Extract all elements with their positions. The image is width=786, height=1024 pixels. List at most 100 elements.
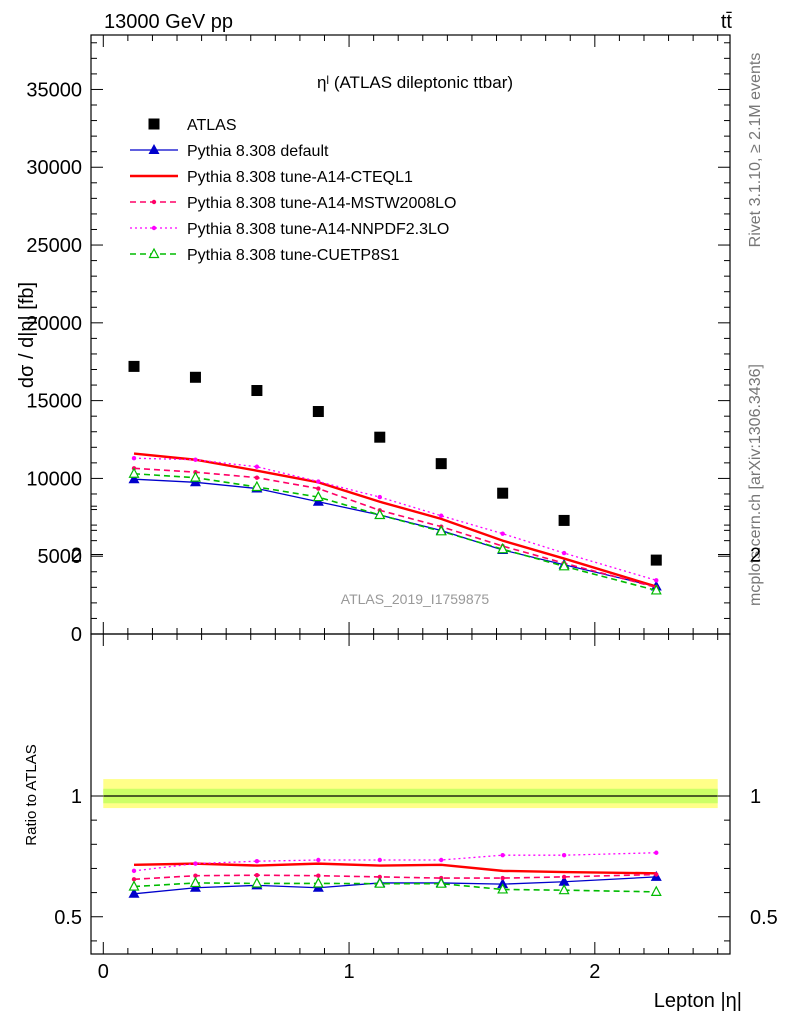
ratio-point — [316, 873, 321, 878]
data-point — [316, 486, 321, 491]
ratio-line — [133, 876, 657, 895]
data-point — [650, 584, 662, 595]
x-tick-label: 2 — [589, 961, 600, 983]
legend-entry: Pythia 8.308 tune-A14-CTEQL1 — [130, 169, 413, 186]
y-tick-label: 25000 — [26, 235, 82, 257]
header-energy-label: 13000 GeV pp — [104, 11, 233, 33]
ratio-series-pythia-8-308-tune-cuetp8s1 — [128, 876, 662, 896]
ratio-point — [312, 877, 324, 888]
series-pythia-8-308-tune-a14-nnpdf2-3lo — [131, 455, 659, 583]
ratio-series-pythia-8-308-tune-a14-nnpdf2-3lo — [131, 850, 659, 874]
ratio-point — [374, 877, 386, 888]
legend-marker — [151, 199, 157, 205]
ratio-point — [435, 877, 447, 888]
y-tick-label: 35000 — [26, 79, 82, 101]
legend-label: Pythia 8.308 tune-A14-MSTW2008LO — [187, 195, 456, 212]
y-tick-label: 30000 — [26, 157, 82, 179]
ratio-panel: 0.5 0.5 1 1 2 2 0 1 2 Ratio to ATLAS Lepton |η| — [23, 505, 778, 1012]
ratio-point — [654, 850, 659, 855]
x-tick-label: 0 — [98, 961, 109, 983]
plot-title: ηˡ (ATLAS dileptonic ttbar) — [317, 73, 513, 92]
ratio-line — [133, 862, 657, 875]
legend-entry: Pythia 8.308 tune-CUETP8S1 — [130, 247, 400, 264]
data-point — [128, 467, 140, 478]
ratio-plot-frame — [90, 633, 731, 955]
y-tick-label: 5000 — [38, 546, 83, 568]
ratio-point — [561, 874, 567, 880]
legend-label: Pythia 8.308 tune-CUETP8S1 — [187, 247, 400, 264]
y-tick-label: 0 — [71, 624, 82, 646]
data-point — [128, 473, 140, 484]
data-point — [435, 458, 447, 470]
series-line — [133, 457, 657, 581]
header-process-label: tt̄ — [721, 11, 733, 33]
data-point — [650, 554, 662, 566]
data-point — [131, 455, 137, 461]
ratio-y-tick-label-right: 0.5 — [750, 907, 778, 929]
ratio-y-tick-label: 2 — [71, 545, 82, 567]
ratio-line — [133, 873, 657, 881]
x-axis-label: Lepton |η| — [654, 990, 742, 1012]
series-atlas — [128, 360, 662, 566]
ratio-point — [193, 861, 198, 866]
legend-label: Pythia 8.308 tune-A14-NNPDF2.3LO — [187, 221, 449, 238]
ratio-point — [131, 868, 137, 874]
ratio-point — [561, 852, 567, 858]
series-pythia-8-308-default — [128, 473, 662, 591]
x-tick-label: 1 — [343, 961, 354, 983]
data-point — [312, 490, 324, 502]
rivet-version-label: Rivet 3.1.10, ≥ 2.1M events — [747, 53, 764, 248]
ratio-point — [131, 877, 137, 882]
series-pythia-8-308-tune-a14-cteql1 — [133, 452, 657, 588]
ratio-point — [497, 878, 509, 889]
data-point — [316, 479, 321, 484]
data-point — [439, 513, 444, 518]
legend-entry: ATLAS — [148, 117, 237, 134]
series-line — [133, 472, 657, 592]
legend-entry: Pythia 8.308 default — [130, 143, 329, 160]
legend-marker — [148, 118, 160, 130]
data-point — [435, 525, 447, 536]
ratio-point — [497, 883, 509, 894]
data-point — [251, 385, 263, 397]
ratio-series-pythia-8-308-tune-a14-mstw2008lo — [131, 872, 659, 882]
ratio-point — [558, 875, 570, 886]
ratio-point — [500, 852, 505, 858]
series-pythia-8-308-tune-cuetp8s1 — [128, 467, 662, 595]
data-point — [254, 464, 260, 469]
data-point — [497, 487, 509, 499]
ratio-y-axis-label: Ratio to ATLAS — [23, 744, 40, 845]
data-point — [189, 471, 201, 482]
y-tick-label: 10000 — [26, 468, 82, 490]
main-axis-ticks: 0 5000 10000 15000 20000 25000 30000 35000 — [26, 35, 730, 646]
ratio-series-pythia-8-308-tune-a14-cteql1 — [133, 862, 657, 875]
ratio-point — [654, 872, 659, 877]
data-point — [312, 406, 324, 418]
data-point — [128, 360, 140, 372]
y-tick-label: 20000 — [26, 313, 82, 335]
mcplots-label: mcplots.cern.ch [arXiv:1306.3436] — [747, 364, 764, 606]
ratio-point — [128, 880, 140, 891]
main-series-layer — [128, 360, 662, 595]
ratio-point — [189, 876, 201, 888]
ratio-point — [377, 857, 382, 863]
ratio-point — [439, 857, 444, 863]
ratio-point — [650, 885, 662, 896]
ratio-line — [133, 852, 657, 872]
data-point — [497, 542, 509, 554]
ratio-y-tick-label: 1 — [71, 786, 82, 808]
legend-marker — [151, 225, 157, 231]
y-tick-label: 15000 — [26, 391, 82, 413]
ratio-series-layer — [128, 850, 662, 898]
ratio-point — [377, 874, 382, 880]
ratio-y-tick-label-right: 2 — [750, 545, 761, 567]
ratio-point — [500, 875, 505, 881]
ratio-point — [251, 877, 263, 888]
data-point — [189, 371, 201, 383]
legend-entry: Pythia 8.308 tune-A14-NNPDF2.3LO — [130, 221, 449, 238]
data-point — [558, 514, 570, 526]
ratio-point — [128, 887, 140, 898]
data-point — [251, 480, 263, 492]
legend-marker — [148, 247, 160, 259]
